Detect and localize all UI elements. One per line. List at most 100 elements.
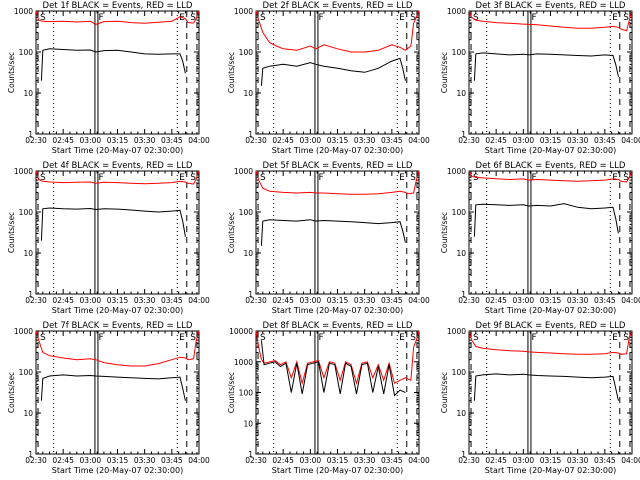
x-axis-label: Start Time (20-May-07 02:30:00) [272,146,403,155]
y-tick-label: 10 [243,89,253,98]
x-tick-label: 02:45 [485,456,507,465]
y-tick-label: 1000 [447,7,466,16]
x-tick-label: 03:30 [567,136,589,145]
events-series-line [260,340,406,397]
x-tick-label: 03:15 [540,456,562,465]
y-tick-label: 1 [461,450,466,459]
chart-title: Det 6f BLACK = Events, RED = LLD [476,161,626,171]
marker-label: F [98,13,103,23]
x-tick-label: 03:30 [134,456,156,465]
y-tick-label: 100 [19,48,34,57]
plot-frame [35,10,200,135]
events-series-line [473,203,619,237]
x-tick-label: 04:00 [621,296,640,305]
y-tick-label: 1000 [14,167,33,176]
x-tick-label: 03:15 [107,456,129,465]
y-tick-label: 1000 [14,327,33,336]
y-axis-label: Counts/sec [440,52,449,93]
marker-label: S [190,333,196,343]
marker-label: S [623,13,629,23]
x-tick-label: 03:15 [327,456,349,465]
chart-title: Det 2f BLACK = Events, RED = LLD [263,1,413,11]
marker-label: E [179,333,185,343]
x-tick-label: 03:00 [80,456,102,465]
x-tick-label: 04:00 [188,456,210,465]
marker-label: F [531,13,536,23]
x-tick-label: 03:45 [161,136,183,145]
x-axis-label: Start Time (20-May-07 02:30:00) [485,146,616,155]
marker-label: E [612,173,618,183]
y-tick-label: 1 [461,130,466,139]
y-tick-label: 10 [456,89,466,98]
chart-panel-9: Det 9f BLACK = Events, RED = LLD 1 10 100 10… [440,321,640,475]
marker-label: E [399,13,405,23]
y-tick-label: 1000 [447,327,466,336]
x-tick-label: 02:45 [485,136,507,145]
events-series-line [260,219,406,246]
marker-label: S [473,13,479,23]
y-axis-label: Counts/sec [7,372,16,413]
x-tick-label: 03:45 [381,296,403,305]
y-tick-label: 1 [461,290,466,299]
marker-label: S [623,173,629,183]
y-tick-label: 10000 [229,327,253,336]
plot-frame [35,330,200,455]
x-tick-label: 02:30 [25,136,47,145]
chart-title: Det 5f BLACK = Events, RED = LLD [263,161,413,171]
plot-frame [468,10,633,135]
y-tick-label: 1000 [234,7,253,16]
events-series-line [40,207,186,241]
x-tick-label: 03:15 [327,136,349,145]
x-tick-label: 03:45 [161,456,183,465]
x-tick-label: 04:00 [408,136,430,145]
x-tick-label: 03:00 [513,296,535,305]
x-tick-label: 02:45 [272,136,294,145]
y-tick-label: 1000 [234,167,253,176]
x-tick-label: 03:45 [161,296,183,305]
y-axis-label: Counts/sec [227,372,236,413]
y-axis-label: Counts/sec [227,52,236,93]
y-tick-label: 100 [452,208,467,217]
plot-frame [35,170,200,295]
x-tick-label: 03:00 [80,296,102,305]
x-tick-label: 04:00 [621,136,640,145]
marker-label: F [318,13,323,23]
lld-series-line [35,330,200,367]
x-tick-label: 04:00 [188,136,210,145]
x-tick-label: 02:45 [52,136,74,145]
marker-label: S [260,333,266,343]
y-tick-label: 1 [28,450,33,459]
marker-label: E [179,173,185,183]
lld-series-line [35,10,200,25]
marker-label: S [40,13,46,23]
x-axis-label: Start Time (20-May-07 02:30:00) [52,146,183,155]
y-tick-label: 10 [23,89,33,98]
lld-series-line [468,10,633,32]
x-axis-label: Start Time (20-May-07 02:30:00) [485,306,616,315]
x-tick-label: 02:30 [458,296,480,305]
x-tick-label: 02:45 [272,296,294,305]
y-tick-label: 100 [239,389,254,398]
events-series-line [473,52,619,81]
y-axis-label: Counts/sec [440,372,449,413]
chart-panel-7: Det 7f BLACK = Events, RED = LLD 1 10 100 10… [7,321,210,475]
x-tick-label: 03:00 [513,456,535,465]
x-tick-label: 03:00 [300,136,322,145]
marker-label: S [410,13,416,23]
events-series-line [260,57,406,86]
x-tick-label: 03:00 [300,296,322,305]
chart-panel-3: Det 3f BLACK = Events, RED = LLD 1 10 100 10… [440,1,640,155]
chart-title: Det 7f BLACK = Events, RED = LLD [43,321,193,331]
marker-label: F [98,173,103,183]
y-tick-label: 10 [243,249,253,258]
y-tick-label: 1 [28,290,33,299]
marker-label: S [410,333,416,343]
x-tick-label: 02:45 [272,456,294,465]
x-tick-label: 02:30 [245,136,267,145]
x-tick-label: 04:00 [408,456,430,465]
x-tick-label: 02:45 [52,296,74,305]
lld-series-line [35,170,200,185]
y-tick-label: 100 [239,48,254,57]
chart-title: Det 9f BLACK = Events, RED = LLD [476,321,626,331]
lld-series-line [255,330,420,386]
